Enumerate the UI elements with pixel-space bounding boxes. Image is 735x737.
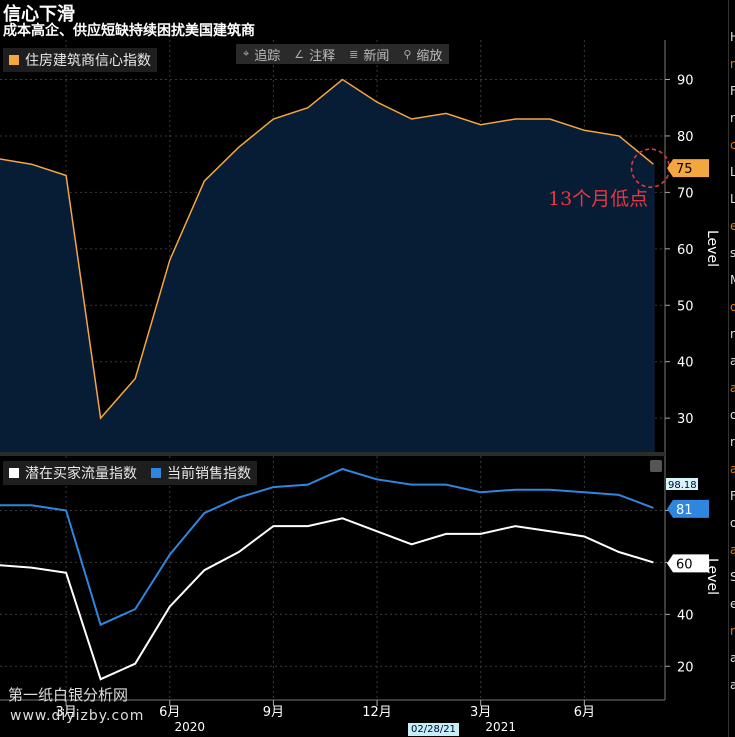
side-panel-fragment: L [730,165,735,179]
toolbar-news-button[interactable]: ≣ 新闻 [342,45,396,64]
chart-title: 信心下滑 [3,4,75,25]
side-panel-fragment: a [730,543,735,557]
side-panel-fragment: a [730,381,735,395]
side-panel-fragment: r [730,111,735,125]
crosshair-icon: ⌖ [243,47,250,60]
last-value-sales-label: 81 [676,503,693,518]
confidence-area [0,79,654,452]
side-panel-fragment: n [730,327,735,341]
legend-swatch [151,468,161,478]
y-tick-label-top: 30 [677,412,694,427]
y-tick-label-top: 50 [677,299,694,314]
side-panel-fragment: a [730,354,735,368]
x-tick-label: 12月 [362,705,392,720]
bottom-legend: 潜在买家流量指数 当前销售指数 [3,461,257,485]
series-line-current-sales [0,467,654,627]
y-tick-label-top: 80 [677,130,694,145]
y-tick-label-bottom: 20 [677,660,694,675]
y-tick-label-top: 40 [677,356,694,371]
side-panel-fragment: S [730,570,735,584]
last-value-sales-flag [667,499,709,518]
side-panel-fragment: F [730,84,735,98]
side-panel-fragment: M [730,273,735,287]
area-edge [653,164,655,453]
y-tick-label-bottom: 40 [677,608,694,623]
panel-splitter[interactable] [0,452,665,456]
side-panel-fragment: e [730,219,735,233]
side-panel-fragment: n [730,57,735,71]
side-panel-fragment: H [730,30,735,44]
y-tick-label-top: 70 [677,186,694,201]
y-tick-label-top: 90 [677,74,694,89]
legend-label: 住房建筑商信心指数 [25,53,151,69]
y-axis-title-bottom: Level [704,558,720,595]
x-tick-label: 6月 [159,705,180,720]
legend-bottom-item-1[interactable]: 当前销售指数 [151,463,251,483]
crosshair-date-badge: 02/28/21 [408,723,459,736]
side-panel-fragment: r [730,435,735,449]
toolbar-pencil-button[interactable]: ∠ 注释 [287,45,342,64]
toolbar-label: 注释 [309,48,336,64]
x-tick-label: 3月 [470,705,491,720]
top-legend: 住房建筑商信心指数 [3,48,157,72]
side-panel-fragment: c [730,138,735,152]
y-axis-title-top: Level [704,230,720,267]
side-panel-fragment: L [730,192,735,206]
chart-subtitle: 成本高企、供应短缺持续困扰美国建筑商 [3,23,255,39]
last-value-top-label: 75 [676,162,693,177]
side-panel-fragment: a [730,651,735,665]
legend-label: 当前销售指数 [167,466,251,482]
last-value-traffic-flag [667,554,709,573]
zoom-icon: ⚲ [403,47,412,61]
watermark-url: www.diyizby.com [10,708,145,724]
news-icon: ≣ [349,47,359,61]
last-value-top-flag [667,159,709,178]
toolbar-crosshair-button[interactable]: ⌖ 追踪 [236,45,287,64]
side-panel-fragment: r [730,624,735,638]
legend-swatch [9,55,19,65]
side-panel-fragment: a [730,462,735,476]
annotation-text: 13个月低点 [548,188,648,210]
partial-tick-label: 98.18 [668,480,697,491]
side-panel-fragment: F [730,489,735,503]
x-year-label: 2020 [174,720,205,734]
toolbar-label: 缩放 [416,48,443,64]
toolbar-label: 追踪 [254,48,281,64]
toolbar-zoom-button[interactable]: ⚲ 缩放 [396,45,449,64]
x-tick-label: 6月 [574,705,595,720]
side-panel-fragment: s [730,246,735,260]
side-panel-fragment: o [730,516,735,530]
side-panel-fragment: e [730,597,735,611]
panel-resize-icon[interactable] [650,460,662,472]
x-tick-label: 9月 [263,705,284,720]
side-panel-edge: HnFrcLLesMonaaoraFoaSeraa [728,0,735,737]
partial-tick-box [666,478,698,490]
series-line-buyer-traffic [0,517,654,681]
legend-label: 潜在买家流量指数 [25,466,137,482]
toolbar-label: 新闻 [363,48,390,64]
side-panel-fragment: a [730,678,735,692]
watermark-name: 第一纸白银分析网 [8,686,129,704]
side-panel-fragment: o [730,300,735,314]
side-panel-fragment: o [730,408,735,422]
pencil-icon: ∠ [294,47,305,61]
chart-toolbar: ⌖ 追踪 ∠ 注释 ≣ 新闻 ⚲ 缩放 [236,44,450,64]
legend-swatch [9,468,19,478]
confidence-line [0,78,654,420]
x-tick-label: 3月 [55,705,76,720]
y-tick-label-top: 60 [677,243,694,258]
x-year-label: 2021 [485,720,516,734]
last-value-traffic-label: 60 [676,557,693,572]
legend-top-item-0[interactable]: 住房建筑商信心指数 [9,50,151,70]
legend-bottom-item-0[interactable]: 潜在买家流量指数 [9,463,137,483]
